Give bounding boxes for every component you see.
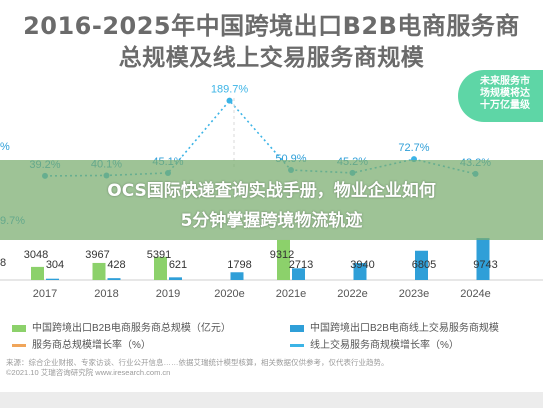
chart-title-line1: 2016-2025年中国跨境出口B2B电商服务商	[23, 12, 520, 40]
legend-label-online-bar: 中国跨境出口B2B电商线上交易服务商规模	[310, 323, 499, 334]
overlay-banner	[0, 160, 543, 240]
growth-point	[226, 97, 233, 104]
legend-label-total-line: 服务商总规模增长率（%）	[32, 340, 151, 351]
forecast-badge: 未来服务市 场规模将达 十万亿量级	[458, 70, 543, 122]
bar-online	[169, 277, 182, 280]
data-label-online: 3940	[350, 259, 374, 271]
data-label-online: 9743	[473, 259, 497, 271]
legend-swatch-online-line	[290, 343, 304, 347]
bar-total	[92, 262, 106, 280]
x-tick-label: 2023e	[399, 288, 430, 300]
legend-item-online-line: 线上交易服务商规模增长率（%）	[290, 336, 459, 351]
partial-label-left: %	[0, 141, 10, 153]
data-label-total: 3048	[24, 249, 48, 261]
legend-label-online-line: 线上交易服务商规模增长率（%）	[310, 340, 459, 351]
data-label-online: 1798	[227, 259, 251, 271]
bar-online	[292, 268, 305, 280]
data-label-online: 2713	[289, 259, 313, 271]
legend-item-total-bar: 中国跨境出口B2B电商服务商总规模（亿元）	[12, 319, 231, 334]
x-tick-label: 2022e	[337, 288, 368, 300]
footnote-line-1: 来源：综合企业财报、专家访谈、行业公开信息……依据艾瑞统计模型核算，相关数据仅供…	[6, 358, 389, 367]
growth-label: 189.7%	[211, 84, 249, 96]
legend-swatch-total-bar	[12, 324, 26, 332]
x-tick-label: 2018	[94, 288, 118, 300]
banner-headline-line1[interactable]: OCS国际快递查询实战手册，物业企业如何	[107, 181, 436, 201]
bar-online	[415, 250, 428, 280]
data-label-total: 3967	[85, 249, 109, 261]
x-tick-label: 2024e	[460, 288, 491, 300]
x-tick-label: 2017	[33, 288, 57, 300]
data-label-total: 5391	[147, 249, 171, 261]
data-label-online: 428	[107, 259, 125, 271]
legend-label-total-bar: 中国跨境出口B2B电商服务商总规模（亿元）	[32, 323, 231, 334]
x-tick-label: 2019	[156, 288, 180, 300]
bar-online	[230, 272, 244, 280]
bar-online	[46, 278, 59, 280]
bar-total	[277, 239, 290, 280]
x-tick-label: 2021e	[276, 288, 307, 300]
bottom-strip	[0, 392, 543, 408]
legend-swatch-total-line	[12, 343, 26, 347]
legend-item-total-line: 服务商总规模增长率（%）	[12, 336, 151, 351]
legend-item-online-bar: 中国跨境出口B2B电商线上交易服务商规模	[290, 319, 499, 334]
partial-label-left: 8	[0, 257, 6, 269]
banner-headline-line2[interactable]: 5分钟掌握跨境物流轨迹	[180, 211, 363, 231]
legend-swatch-online-bar	[290, 324, 304, 332]
badge-line-2: 场规模将达	[480, 88, 530, 99]
data-label-online: 304	[46, 259, 64, 271]
footnote-line-2: ©2021.10 艾瑞咨询研究院 www.iresearch.com.cn	[6, 368, 171, 377]
badge-line-1: 未来服务市	[480, 76, 530, 87]
growth-label: 72.7%	[398, 142, 429, 154]
bar-total	[154, 256, 167, 280]
x-tick-label: 2020e	[214, 288, 245, 300]
bar-total	[31, 266, 44, 280]
bar-online	[476, 238, 490, 280]
source-footnote: 来源：综合企业财报、专家访谈、行业公开信息……依据艾瑞统计模型核算，相关数据仅供…	[6, 358, 536, 378]
chart-title-line2: 总规模及线上交易服务商规模	[118, 45, 425, 71]
data-label-online: 621	[169, 259, 187, 271]
data-label-total: 9312	[270, 249, 294, 261]
bar-online	[353, 263, 367, 280]
data-label-online: 6805	[412, 259, 436, 271]
bar-online	[107, 278, 121, 280]
badge-line-3: 十万亿量级	[480, 100, 530, 111]
